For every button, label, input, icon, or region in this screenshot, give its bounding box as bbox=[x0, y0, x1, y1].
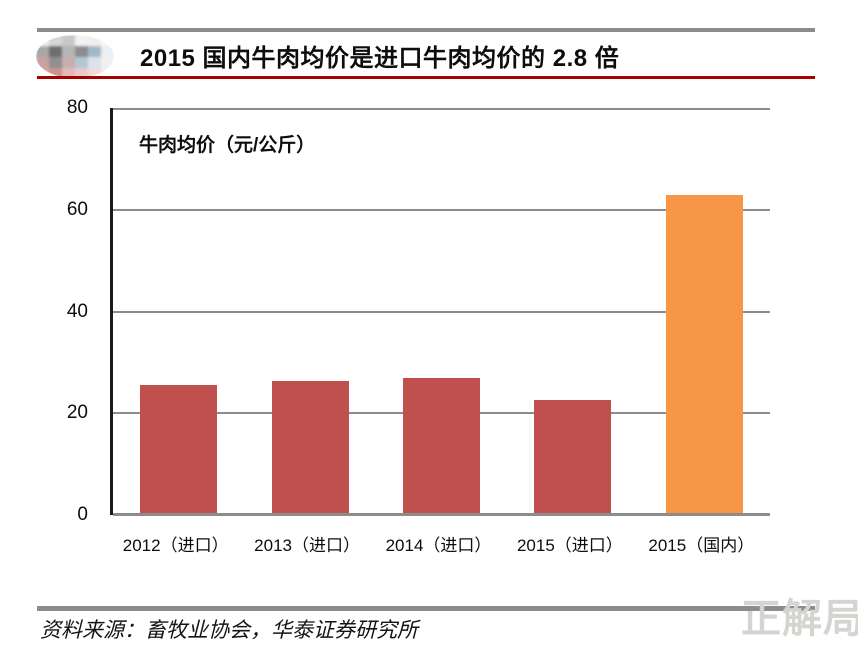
footer-divider bbox=[37, 606, 815, 611]
bar-2015（国内） bbox=[665, 194, 743, 515]
x-tick-label: 2015（国内） bbox=[648, 536, 755, 555]
blurred-logo bbox=[36, 35, 114, 78]
y-tick-label: 80 bbox=[66, 97, 88, 118]
title-underline bbox=[37, 76, 815, 79]
plot-area: 牛肉均价（元/公斤） bbox=[110, 108, 770, 516]
x-tick-label: 2012（进口） bbox=[122, 536, 229, 555]
watermark: 正解局 bbox=[741, 597, 858, 641]
axis-unit-label: 牛肉均价（元/公斤） bbox=[139, 135, 316, 156]
y-tick-label: 20 bbox=[66, 402, 88, 424]
x-tick-label: 2014（进口） bbox=[385, 536, 492, 555]
source-note: 资料来源：畜牧业协会，华泰证券研究所 bbox=[40, 618, 418, 642]
y-tick-label: 40 bbox=[66, 300, 88, 322]
x-tick-label: 2015（进口） bbox=[516, 536, 623, 555]
top-divider bbox=[37, 28, 815, 32]
chart-title: 2015 国内牛肉均价是进口牛肉均价的 2.8 倍 bbox=[140, 45, 620, 72]
y-tick-label: 0 bbox=[77, 504, 88, 525]
gridline bbox=[113, 310, 770, 313]
bar-2015（进口） bbox=[534, 400, 612, 515]
x-tick-label: 2013（进口） bbox=[254, 536, 360, 555]
bar-2012（进口） bbox=[140, 385, 218, 515]
y-tick-label: 60 bbox=[66, 198, 88, 220]
gridline bbox=[113, 208, 770, 211]
bar-2013（进口） bbox=[271, 380, 349, 515]
bar-2014（进口） bbox=[403, 378, 480, 515]
x-axis-line bbox=[113, 513, 770, 516]
plot-top-border bbox=[113, 108, 770, 110]
